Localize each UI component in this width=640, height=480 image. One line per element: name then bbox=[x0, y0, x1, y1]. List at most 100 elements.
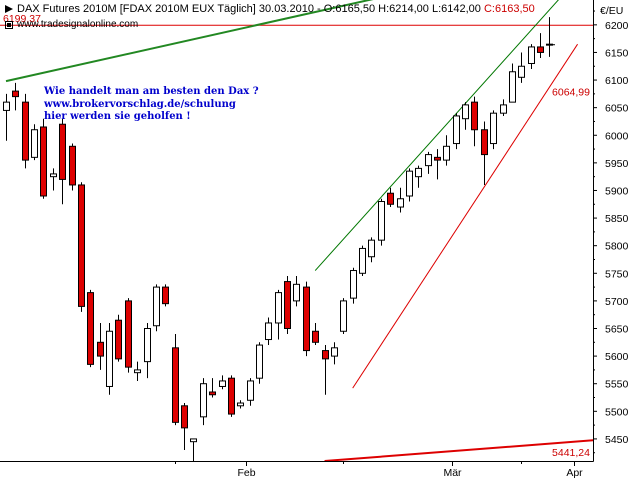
y-tick-label: 6150 bbox=[605, 47, 629, 59]
candle-body bbox=[443, 145, 450, 161]
candle bbox=[397, 187, 404, 213]
candle-body bbox=[284, 281, 291, 329]
x-tick-label: Feb bbox=[237, 467, 255, 479]
source-url: www.tradesignalonline.com bbox=[17, 19, 139, 30]
candle bbox=[443, 135, 450, 166]
candle-body bbox=[125, 300, 132, 368]
candle bbox=[425, 151, 432, 174]
candle-body bbox=[209, 391, 216, 396]
candle-body bbox=[31, 129, 38, 158]
candle bbox=[3, 93, 10, 141]
candle-body bbox=[434, 156, 441, 161]
candle-body bbox=[350, 270, 357, 299]
candle-body bbox=[415, 167, 422, 178]
candle bbox=[40, 118, 47, 199]
candle bbox=[462, 102, 469, 130]
y-tick-label: 5650 bbox=[605, 323, 629, 335]
candle bbox=[275, 289, 282, 340]
close-value: C:6163,50 bbox=[483, 3, 535, 15]
trend-lines bbox=[5, 0, 593, 461]
candle bbox=[322, 345, 329, 395]
candle bbox=[50, 168, 57, 191]
candle bbox=[228, 375, 235, 417]
y-tick-label: 5700 bbox=[605, 296, 629, 308]
candle-body bbox=[59, 123, 66, 180]
x-axis: Feb Mär Apr bbox=[175, 461, 583, 479]
candle-body bbox=[359, 247, 366, 274]
unit-label: €/EU bbox=[600, 5, 623, 17]
annotation-line: Wie handelt man am besten den Dax ? bbox=[44, 86, 259, 97]
y-tick-label: 5900 bbox=[605, 185, 629, 197]
candle-body bbox=[293, 283, 300, 302]
candle bbox=[78, 182, 85, 312]
candle-body bbox=[162, 286, 169, 305]
trend-line bbox=[314, 0, 559, 271]
candle-body bbox=[22, 101, 29, 161]
candle bbox=[247, 378, 254, 406]
chart-title: DAX Futures 2010M [FDAX 2010M EUX Täglic… bbox=[17, 3, 535, 15]
annotation-text: Wie handelt man am besten den Dax ? www.… bbox=[44, 86, 259, 124]
trend-line bbox=[5, 0, 374, 83]
candle-body bbox=[378, 201, 385, 241]
candle bbox=[22, 93, 29, 169]
candle bbox=[200, 378, 207, 426]
candle bbox=[518, 52, 525, 83]
candle bbox=[500, 99, 507, 116]
y-tick-label: 5450 bbox=[605, 434, 629, 446]
candle bbox=[537, 33, 544, 58]
y-tick-label: 6000 bbox=[605, 130, 629, 142]
candle-body bbox=[153, 286, 160, 327]
y-tick-label: 6050 bbox=[605, 103, 629, 115]
candle-body bbox=[509, 71, 516, 103]
candle-body bbox=[322, 350, 329, 360]
candle-body bbox=[425, 154, 432, 167]
candle bbox=[209, 378, 216, 398]
candle-body bbox=[528, 46, 535, 64]
candle-body bbox=[247, 380, 254, 401]
y-tick-label: 5850 bbox=[605, 213, 629, 225]
candle-body bbox=[78, 184, 85, 307]
candle-body bbox=[200, 383, 207, 418]
candle bbox=[293, 276, 300, 307]
y-tick-label: 5750 bbox=[605, 268, 629, 280]
candle-body bbox=[40, 126, 47, 197]
candle bbox=[87, 289, 94, 368]
link-icon bbox=[5, 21, 13, 29]
candle bbox=[12, 82, 19, 111]
candle bbox=[490, 110, 497, 150]
candle bbox=[368, 237, 375, 263]
candle bbox=[415, 165, 422, 188]
candle-body bbox=[518, 65, 525, 78]
level-label: 5441,24 bbox=[552, 447, 590, 459]
candle bbox=[387, 187, 394, 208]
candle-body bbox=[406, 170, 413, 197]
candle bbox=[359, 245, 366, 277]
candle bbox=[256, 342, 263, 384]
candle bbox=[528, 44, 535, 70]
x-tick-label: Mär bbox=[443, 467, 462, 479]
candle bbox=[509, 63, 516, 103]
candle-body bbox=[500, 104, 507, 114]
candle bbox=[453, 113, 460, 150]
candle bbox=[162, 284, 169, 307]
candle-body bbox=[490, 112, 497, 145]
candle-body bbox=[69, 145, 76, 186]
candle bbox=[406, 168, 413, 202]
candle bbox=[471, 96, 478, 147]
candle-body bbox=[134, 369, 141, 374]
x-tick-label: Apr bbox=[566, 467, 583, 479]
candle bbox=[115, 314, 122, 362]
candle bbox=[312, 322, 319, 346]
candle bbox=[144, 322, 151, 379]
candle-body bbox=[303, 286, 310, 352]
candle bbox=[59, 118, 66, 205]
candle-body bbox=[462, 104, 469, 120]
candle bbox=[378, 198, 385, 246]
candle bbox=[181, 403, 188, 450]
trend-line bbox=[324, 439, 593, 461]
instrument-icon bbox=[5, 5, 13, 13]
candle-body bbox=[115, 319, 122, 360]
candle bbox=[153, 284, 160, 332]
candle-body bbox=[265, 322, 272, 341]
